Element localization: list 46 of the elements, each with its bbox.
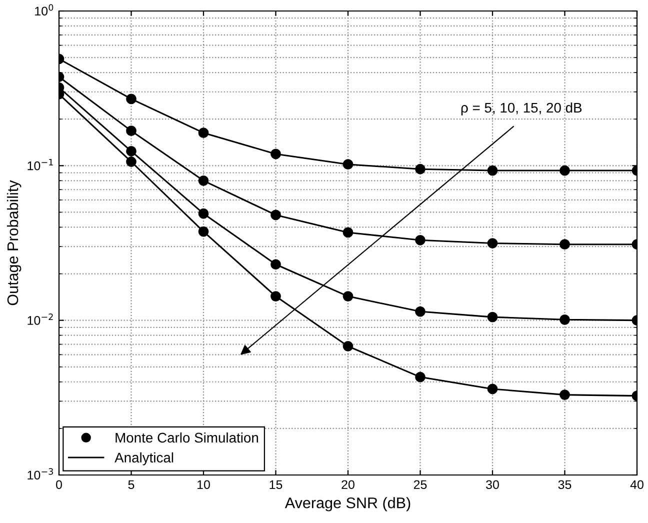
point — [342, 341, 354, 352]
x-axis-title: Average SNR (dB) — [284, 497, 410, 512]
point — [198, 128, 209, 138]
point — [270, 148, 281, 160]
y-axis-title: Outage Probability — [6, 180, 22, 306]
x-tick-label: 15 — [270, 480, 282, 490]
point — [415, 234, 426, 246]
x-tick-label: 10 — [198, 480, 210, 490]
point — [487, 165, 498, 176]
annotation: ρ = 5, 10, 15, 20 dB — [461, 102, 582, 116]
point — [560, 314, 570, 325]
point — [560, 239, 570, 250]
point — [126, 146, 136, 156]
point — [198, 175, 209, 186]
x-tick-label: 30 — [486, 480, 499, 490]
x-tick-label: 35 — [558, 480, 572, 490]
point — [270, 210, 281, 220]
point — [342, 159, 354, 170]
point — [198, 226, 209, 237]
point — [342, 227, 354, 238]
point — [415, 306, 426, 317]
point — [560, 390, 570, 400]
point — [126, 94, 136, 104]
point — [487, 312, 498, 322]
point — [342, 291, 354, 302]
point — [487, 384, 498, 394]
point — [270, 259, 281, 270]
x-tick-label: 25 — [414, 480, 427, 490]
x-tick-label: 0 — [56, 480, 62, 490]
x-tick-label: 5 — [128, 480, 134, 490]
y-tick-label: 10$^{0}$ — [35, 4, 54, 16]
legend-label: Monte Carlo Simulation — [116, 432, 258, 443]
point — [415, 164, 426, 174]
point — [487, 238, 498, 248]
y-tick-label: 10$^{−2}$ — [28, 313, 53, 325]
point — [126, 156, 136, 167]
point — [560, 165, 570, 176]
y-tick-label: 10$^{−1}$ — [28, 158, 53, 170]
point — [270, 291, 281, 302]
point — [415, 372, 426, 382]
x-tick-label: 20 — [342, 480, 354, 490]
point — [198, 208, 209, 219]
point — [126, 126, 136, 136]
legend-label: Analytical — [114, 452, 174, 466]
x-tick-label: 40 — [630, 480, 644, 490]
y-tick-label: 10$^{−3}$ — [28, 468, 53, 480]
